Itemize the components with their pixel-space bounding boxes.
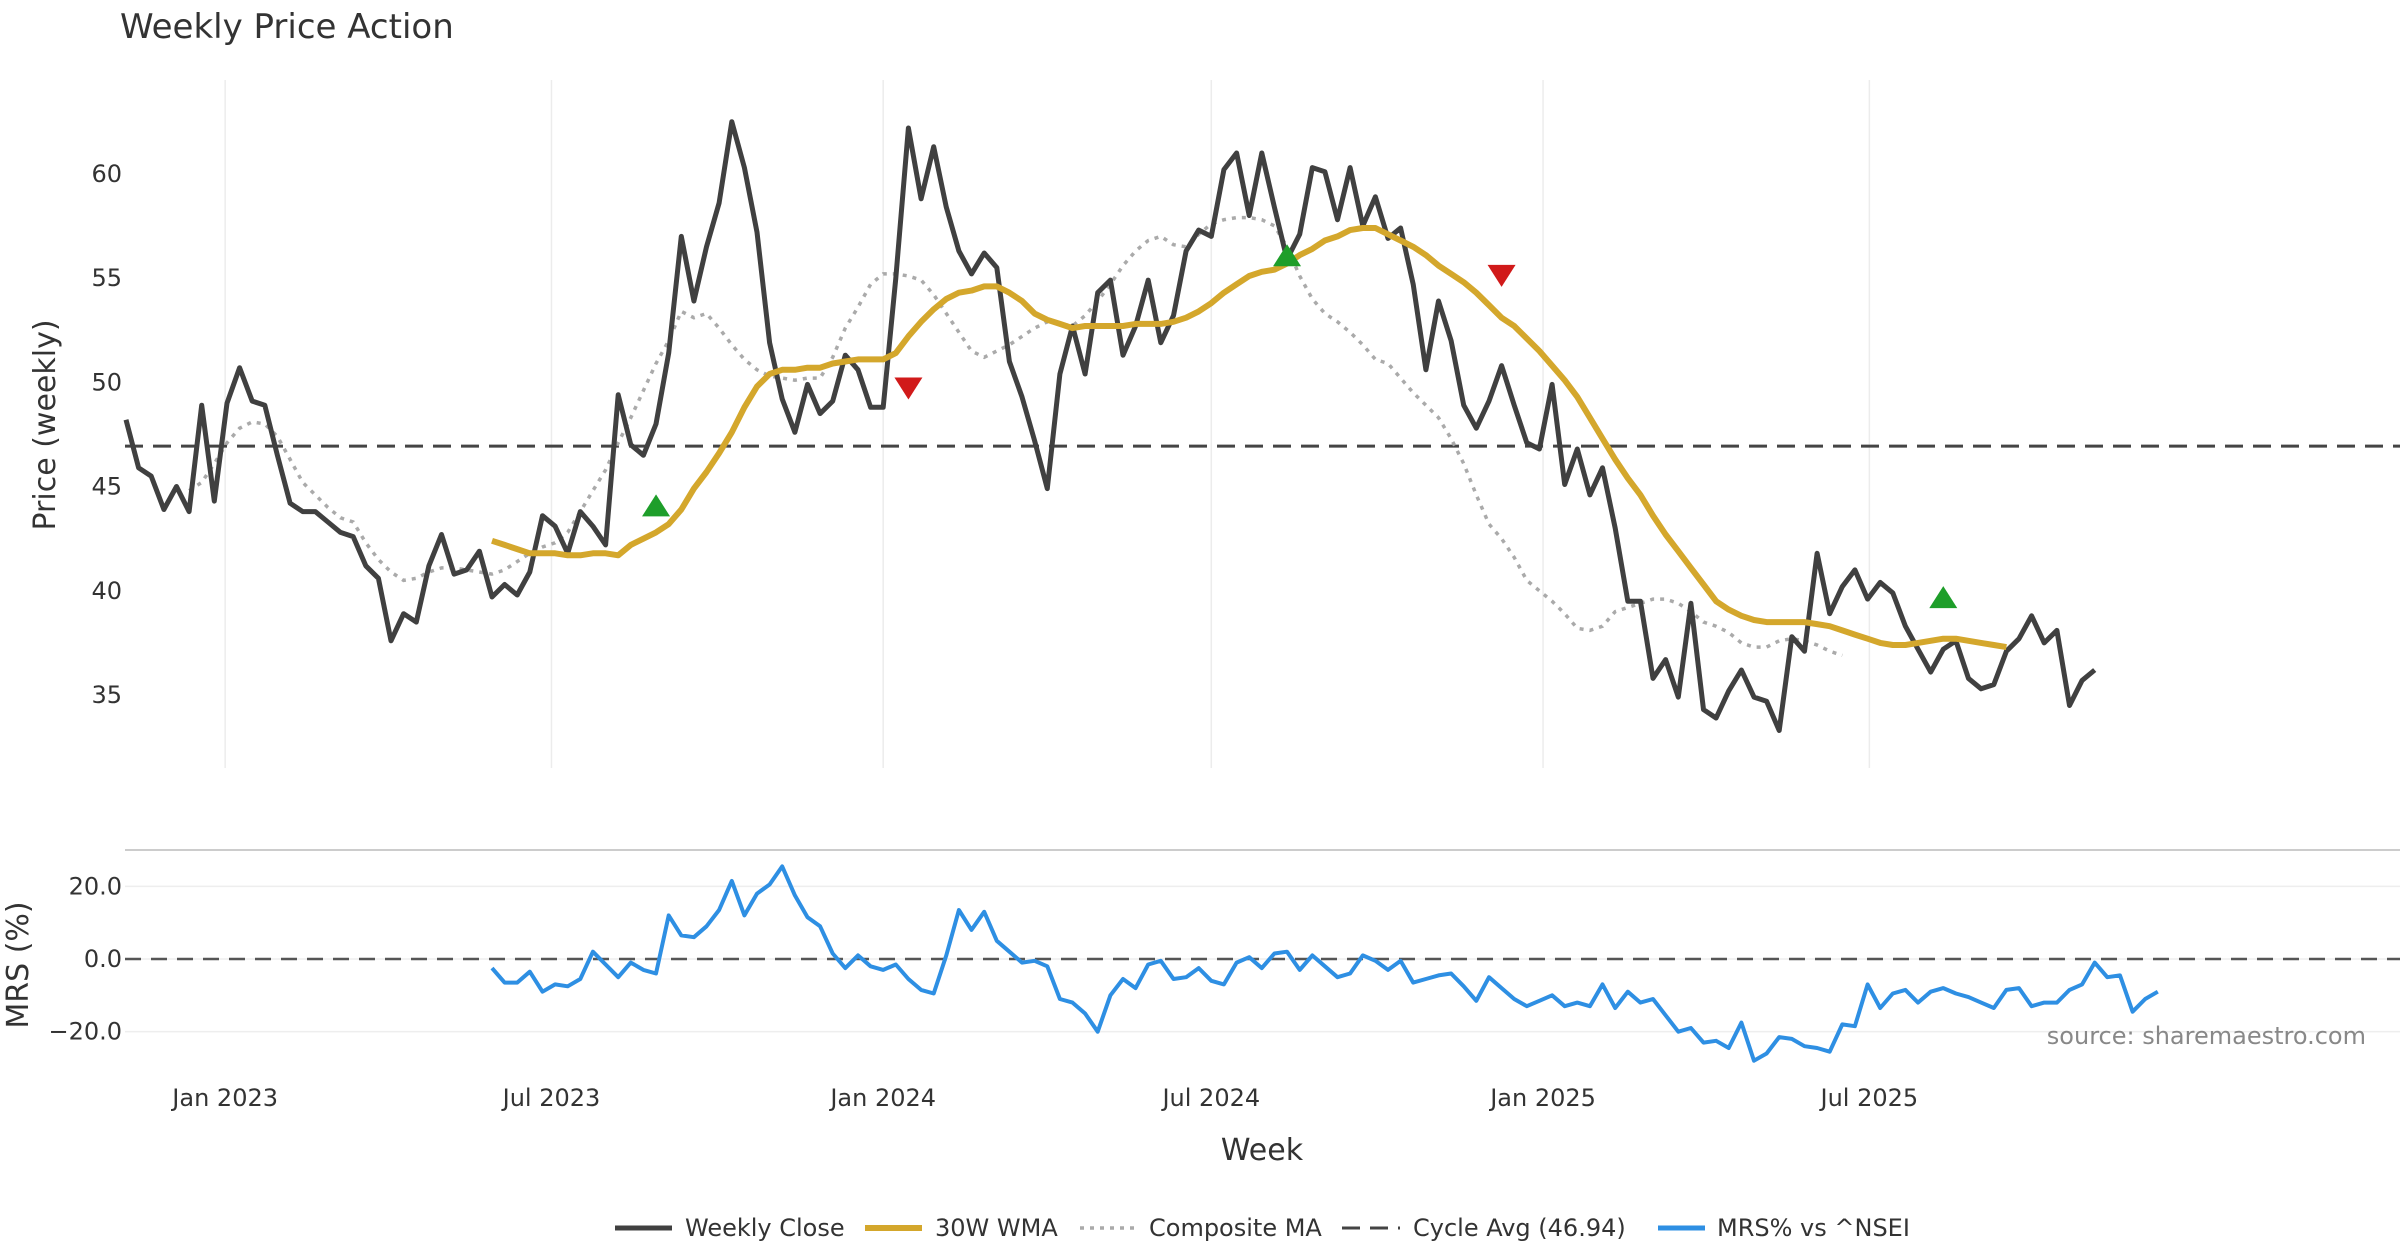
legend-label-weekly-close: Weekly Close: [685, 1214, 845, 1242]
price-y-axis-label: Price (weekly): [28, 319, 63, 530]
price-y-tick-label: 40: [91, 577, 122, 605]
buy-signal-marker: [1273, 244, 1302, 267]
buy-signal-marker: [642, 494, 671, 517]
legend-label-wma: 30W WMA: [935, 1214, 1058, 1242]
mrs-y-tick-label: −20.0: [48, 1018, 122, 1046]
mrs-y-tick-label: 20.0: [69, 872, 122, 900]
price-gridlines: [224, 80, 1871, 768]
legend-label-composite-ma: Composite MA: [1149, 1214, 1322, 1242]
weekly-close-line: [123, 119, 2097, 733]
price-y-tick-label: 45: [91, 473, 122, 501]
mrs-y-tick-label: 0.0: [84, 945, 122, 973]
price-y-ticks: 35 40 45 50 55 60: [91, 160, 122, 709]
mrs-line: [490, 864, 2159, 1063]
legend: Weekly Close 30W WMA Composite MA Cycle …: [615, 1214, 1910, 1242]
mrs-y-axis-label: MRS (%): [1, 901, 36, 1028]
sell-signal-marker: [894, 377, 923, 400]
x-tick-label: Jan 2025: [1488, 1084, 1596, 1112]
x-tick-label: Jul 2023: [501, 1084, 601, 1112]
chart-title: Weekly Price Action: [120, 7, 454, 47]
x-tick-label: Jul 2025: [1819, 1084, 1919, 1112]
price-y-tick-label: 35: [91, 681, 122, 709]
price-y-tick-label: 60: [91, 160, 122, 188]
price-y-tick-label: 55: [91, 264, 122, 292]
x-ticks: Jan 2023 Jul 2023 Jan 2024 Jul 2024 Jan 2025…: [170, 1084, 1918, 1112]
x-tick-label: Jan 2023: [170, 1084, 278, 1112]
buy-signal-marker: [1929, 586, 1958, 609]
mrs-y-ticks: 20.0 0.0 −20.0: [48, 872, 122, 1045]
sell-signal-marker: [1487, 264, 1516, 287]
x-tick-label: Jul 2024: [1160, 1084, 1260, 1112]
composite-ma-line: [188, 215, 1843, 658]
x-tick-label: Jan 2024: [828, 1084, 936, 1112]
x-axis-label: Week: [1221, 1133, 1304, 1168]
legend-label-mrs: MRS% vs ^NSEI: [1717, 1214, 1910, 1242]
legend-label-cycle-avg: Cycle Avg (46.94): [1413, 1214, 1626, 1242]
price-y-tick-label: 50: [91, 368, 122, 396]
wma-30w-line: [491, 225, 2007, 651]
signal-markers: [642, 244, 1958, 609]
source-note: source: sharemaestro.com: [2047, 1022, 2366, 1050]
